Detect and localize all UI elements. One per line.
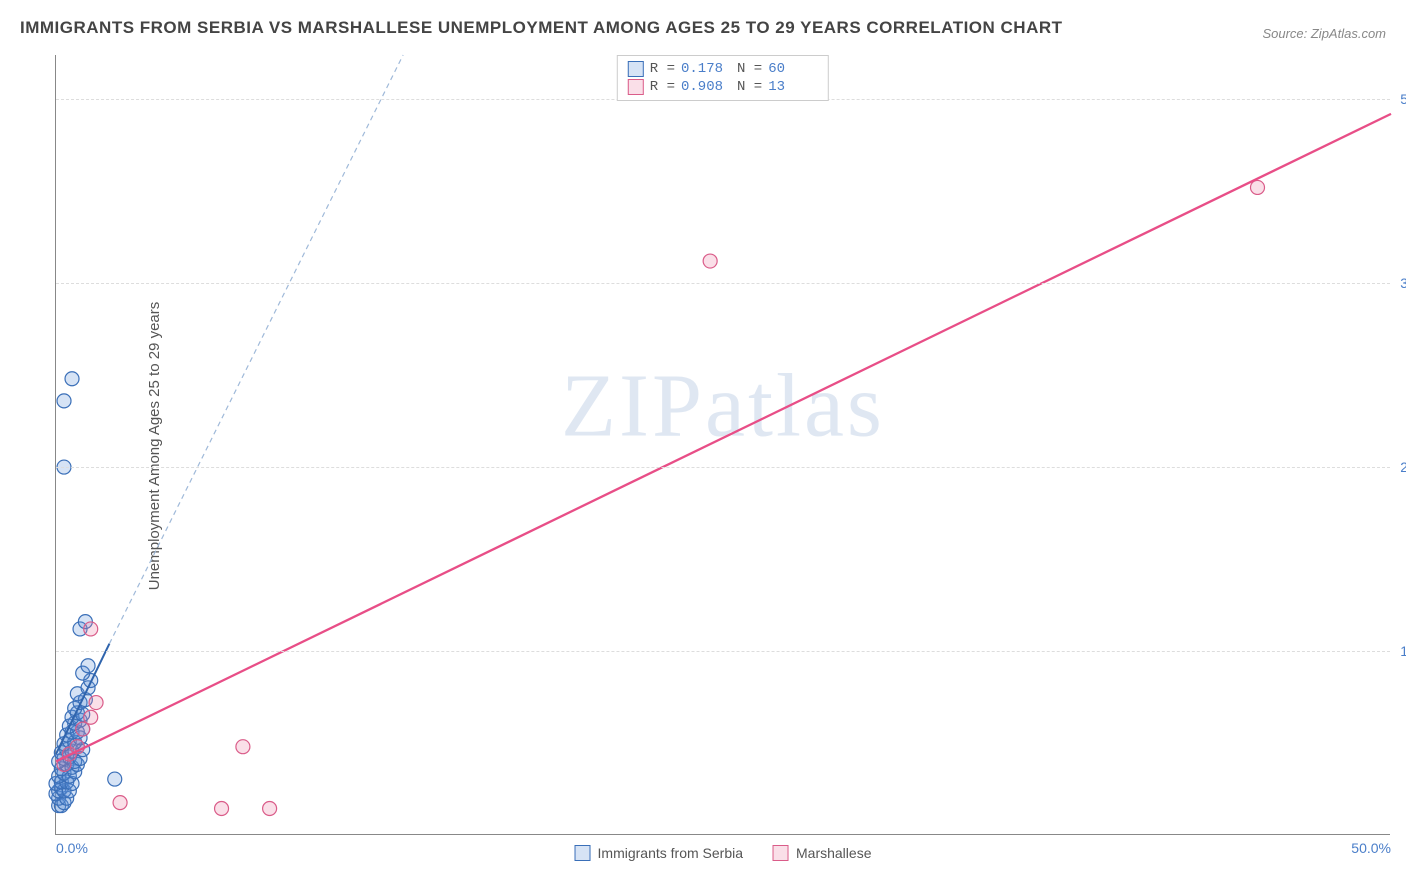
plot-svg <box>56 55 1390 834</box>
data-point-serbia <box>57 394 71 408</box>
series-legend-label: Marshallese <box>796 845 871 861</box>
data-point-marshallese <box>236 740 250 754</box>
legend-r-label: R = <box>650 79 675 95</box>
legend-swatch <box>773 845 789 861</box>
legend-row-serbia: R = 0.178 N = 60 <box>628 60 818 78</box>
chart-container: IMMIGRANTS FROM SERBIA VS MARSHALLESE UN… <box>0 0 1406 892</box>
xtick-label: 50.0% <box>1351 840 1391 856</box>
source-label: Source: ZipAtlas.com <box>1262 26 1386 41</box>
series-legend: Immigrants from Serbia Marshallese <box>575 845 872 861</box>
legend-swatch <box>628 61 644 77</box>
gridline <box>56 651 1390 652</box>
legend-n-label: N = <box>737 61 762 77</box>
legend-n-value: 60 <box>768 61 818 77</box>
data-point-marshallese <box>1251 180 1265 194</box>
ytick-label: 12.5% <box>1400 643 1406 659</box>
data-point-serbia <box>108 772 122 786</box>
series-legend-label: Immigrants from Serbia <box>598 845 743 861</box>
gridline <box>56 283 1390 284</box>
data-point-marshallese <box>113 796 127 810</box>
data-point-serbia <box>65 372 79 386</box>
legend-swatch <box>628 79 644 95</box>
data-point-marshallese <box>89 696 103 710</box>
xtick-label: 0.0% <box>56 840 88 856</box>
gridline <box>56 467 1390 468</box>
trend-line <box>56 114 1391 762</box>
legend-n-value: 13 <box>768 79 818 95</box>
data-point-marshallese <box>84 622 98 636</box>
legend-r-value: 0.178 <box>681 61 731 77</box>
ytick-label: 37.5% <box>1400 275 1406 291</box>
plot-area: ZIPatlas R =0.178N =60R =0.908N =13 Immi… <box>55 55 1390 835</box>
legend-swatch <box>575 845 591 861</box>
trend-line <box>109 55 403 644</box>
series-legend-item-serbia: Immigrants from Serbia <box>575 845 743 861</box>
legend-r-label: R = <box>650 61 675 77</box>
ytick-label: 50.0% <box>1400 91 1406 107</box>
series-legend-item-marshallese: Marshallese <box>773 845 871 861</box>
legend-r-value: 0.908 <box>681 79 731 95</box>
ytick-label: 25.0% <box>1400 459 1406 475</box>
data-point-marshallese <box>703 254 717 268</box>
data-point-marshallese <box>84 710 98 724</box>
correlation-legend: R = 0.178 N = 60 R = 0.908 N = 13 <box>617 55 829 101</box>
data-point-serbia <box>81 659 95 673</box>
chart-title: IMMIGRANTS FROM SERBIA VS MARSHALLESE UN… <box>20 18 1063 38</box>
data-point-marshallese <box>263 802 277 816</box>
data-point-marshallese <box>215 802 229 816</box>
legend-row-marshallese: R = 0.908 N = 13 <box>628 78 818 96</box>
legend-n-label: N = <box>737 79 762 95</box>
